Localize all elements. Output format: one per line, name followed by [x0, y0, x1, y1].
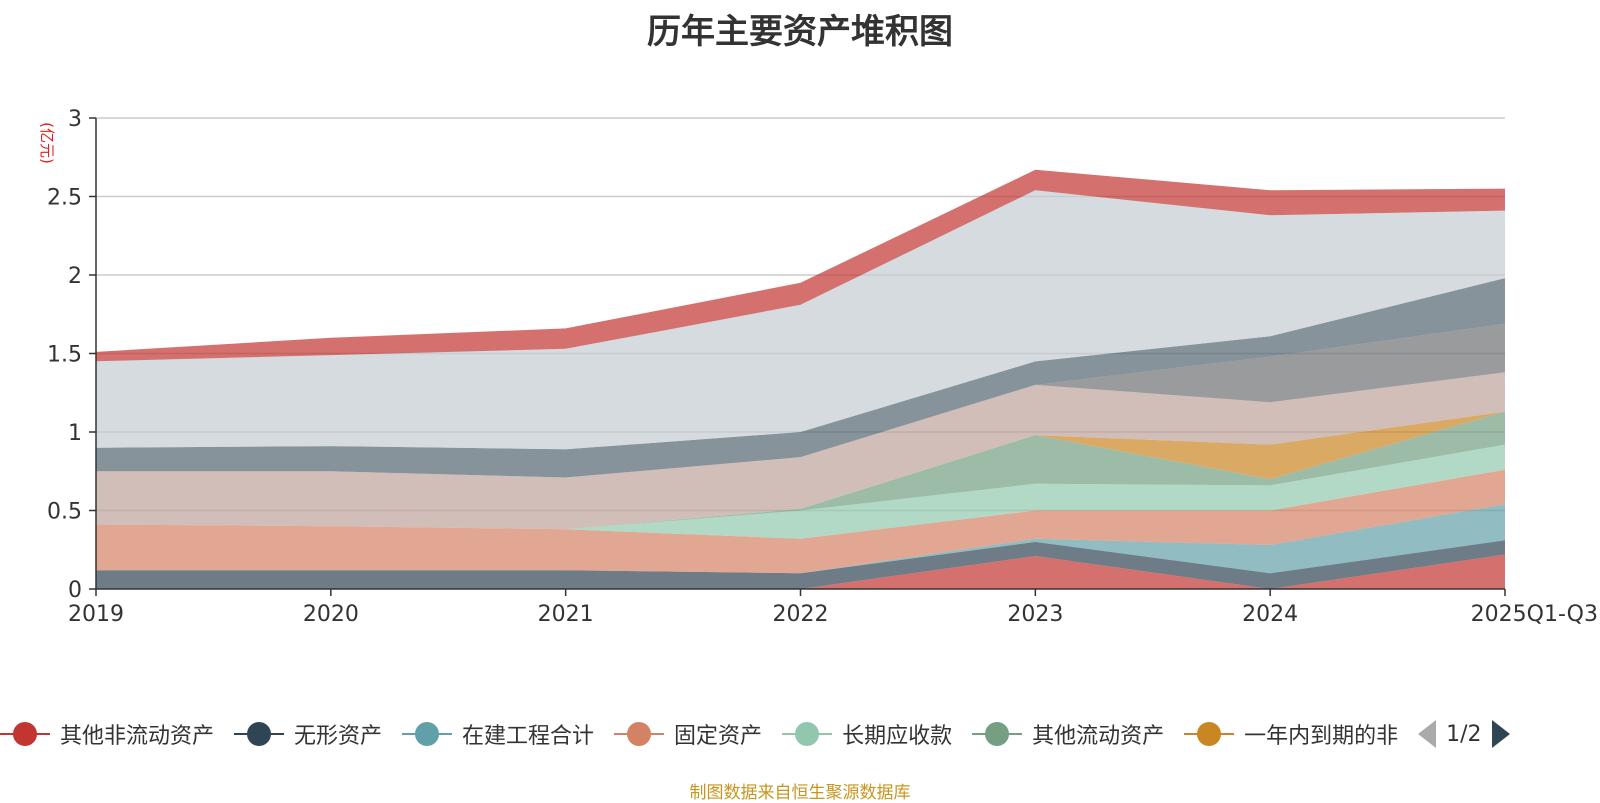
area-series-layer: [96, 169, 1505, 590]
area-series-2[interactable]: [96, 504, 1505, 574]
y-tick-label: 0.5: [47, 500, 82, 525]
legend-item[interactable]: 长期应收款: [782, 718, 952, 750]
legend-item[interactable]: 一年内到期的非: [1184, 718, 1398, 750]
legend-item[interactable]: 在建工程合计: [402, 718, 594, 750]
chart-title: 历年主要资产堆积图: [647, 12, 953, 52]
x-tick-label: 2022: [773, 602, 829, 627]
legend-item[interactable]: 其他流动资产: [972, 718, 1164, 750]
legend-pager: 1/2: [1418, 720, 1510, 748]
axes: 0 0.5 1 1.5 2 2.5 3 2019 2020 2021 2022 2023 2024 202…: [47, 107, 1598, 627]
area-series-6[interactable]: [96, 411, 1505, 530]
legend-marker-icon: [0, 721, 50, 747]
legend-next-page-icon[interactable]: [1491, 720, 1510, 748]
legend-item[interactable]: 无形资产: [234, 718, 382, 750]
area-series-9[interactable]: [96, 278, 1505, 478]
legend-label: 在建工程合计: [462, 724, 595, 749]
x-tick-label: 2024: [1242, 602, 1298, 627]
legend-label: 其他非流动资产: [60, 724, 215, 749]
legend-marker-icon: [234, 721, 285, 747]
y-tick-label: 2: [68, 264, 82, 289]
legend-prev-page-icon[interactable]: [1418, 720, 1437, 748]
x-tick-label: 2025Q1-Q3: [1471, 602, 1598, 627]
area-series-10[interactable]: [96, 190, 1505, 450]
y-tick-label: 1.5: [47, 343, 82, 368]
legend-label: 无形资产: [294, 724, 383, 749]
legend-label: 其他流动资产: [1032, 724, 1165, 749]
legend-page-indicator: 1/2: [1446, 721, 1482, 747]
area-chart: 0 0.5 1 1.5 2 2.5 3 2019 2020 2021 2022 2023 2024 202…: [38, 107, 1598, 627]
y-tick-label: 1: [68, 421, 82, 446]
area-series-7[interactable]: [96, 372, 1505, 530]
legend-label: 一年内到期的非: [1244, 724, 1399, 749]
legend: 其他非流动资产 无形资产 在建工程合计 固定资产 长期应收款 其他流动资产 一年内到期的非 …: [0, 716, 1510, 752]
area-series-3[interactable]: [96, 469, 1505, 574]
legend-marker-icon: [782, 721, 833, 747]
area-series-5[interactable]: [96, 411, 1505, 530]
legend-marker-icon: [402, 721, 453, 747]
legend-item[interactable]: 其他非流动资产: [0, 718, 214, 750]
y-tick-label: 2.5: [47, 186, 82, 211]
y-axis-label: (亿元): [38, 122, 56, 164]
x-tick-label: 2023: [1007, 602, 1063, 627]
legend-item[interactable]: 固定资产: [614, 718, 762, 750]
x-tick-label: 2019: [68, 602, 124, 627]
source-note: 制图数据来自恒生聚源数据库: [689, 783, 911, 803]
x-tick-label: 2020: [303, 602, 359, 627]
legend-label: 长期应收款: [842, 724, 953, 749]
x-tick-label: 2021: [538, 602, 594, 627]
area-series-4[interactable]: [96, 444, 1505, 539]
y-tick-label: 0: [68, 578, 82, 603]
legend-marker-icon: [972, 721, 1023, 747]
legend-marker-icon: [1184, 721, 1235, 747]
area-series-0[interactable]: [96, 554, 1505, 590]
area-series-1[interactable]: [96, 540, 1505, 589]
legend-label: 固定资产: [674, 724, 763, 749]
y-tick-label: 3: [68, 107, 82, 132]
legend-marker-icon: [614, 721, 665, 747]
